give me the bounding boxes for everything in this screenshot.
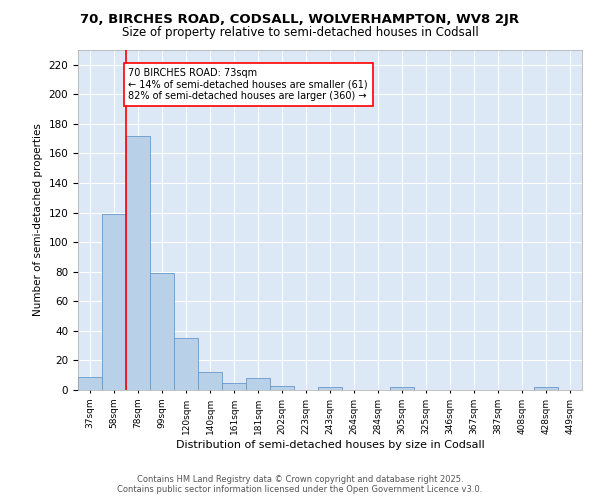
Bar — [102, 214, 126, 390]
Bar — [534, 387, 558, 390]
Bar — [270, 386, 294, 390]
Bar — [150, 273, 174, 390]
Bar — [390, 387, 414, 390]
Bar — [78, 376, 102, 390]
Text: 70 BIRCHES ROAD: 73sqm
← 14% of semi-detached houses are smaller (61)
82% of sem: 70 BIRCHES ROAD: 73sqm ← 14% of semi-det… — [128, 68, 368, 101]
Bar — [198, 372, 222, 390]
Bar — [174, 338, 198, 390]
Bar — [126, 136, 150, 390]
Bar — [246, 378, 270, 390]
Y-axis label: Number of semi-detached properties: Number of semi-detached properties — [33, 124, 43, 316]
Text: 70, BIRCHES ROAD, CODSALL, WOLVERHAMPTON, WV8 2JR: 70, BIRCHES ROAD, CODSALL, WOLVERHAMPTON… — [80, 12, 520, 26]
Bar — [318, 387, 342, 390]
Text: Contains HM Land Registry data © Crown copyright and database right 2025.
Contai: Contains HM Land Registry data © Crown c… — [118, 474, 482, 494]
Bar — [222, 382, 246, 390]
Text: Size of property relative to semi-detached houses in Codsall: Size of property relative to semi-detach… — [122, 26, 478, 39]
X-axis label: Distribution of semi-detached houses by size in Codsall: Distribution of semi-detached houses by … — [176, 440, 484, 450]
